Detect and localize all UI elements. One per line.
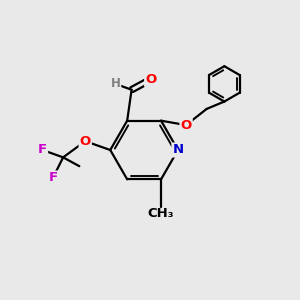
Text: H: H (110, 77, 120, 90)
Text: F: F (38, 143, 47, 157)
Text: O: O (145, 73, 156, 86)
Text: CH₃: CH₃ (148, 207, 174, 220)
Text: O: O (80, 135, 91, 148)
Text: O: O (180, 118, 192, 132)
Text: F: F (48, 172, 57, 184)
Text: N: N (172, 143, 184, 157)
